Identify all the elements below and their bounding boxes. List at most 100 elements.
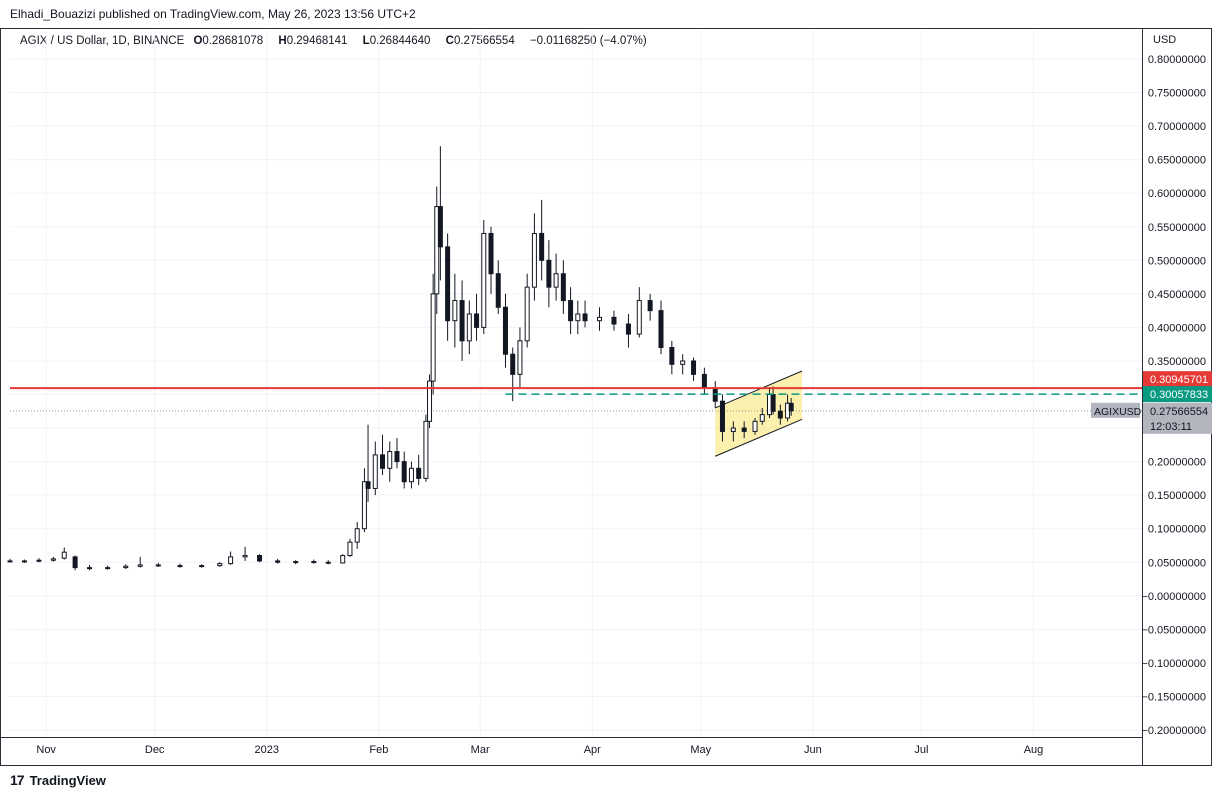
legend-close: C0.27566554 bbox=[445, 35, 515, 47]
candle-body bbox=[625, 323, 631, 335]
y-tick-label: 0.45000000 bbox=[1148, 289, 1206, 301]
currency-label[interactable]: USD bbox=[1153, 34, 1177, 46]
legend-symbol[interactable]: AGIX / US Dollar, 1D, BINANCE bbox=[20, 35, 185, 47]
candle-body bbox=[636, 300, 642, 335]
candle bbox=[502, 293, 508, 368]
candle-body bbox=[582, 313, 588, 322]
candle-body bbox=[361, 481, 367, 530]
candle bbox=[155, 562, 161, 567]
candle-body bbox=[401, 461, 407, 483]
x-tick-label: Jul bbox=[914, 744, 928, 756]
candle-body bbox=[137, 564, 143, 567]
candle bbox=[459, 280, 465, 361]
y-tick-label: 0.40000000 bbox=[1148, 322, 1206, 334]
candle-body bbox=[691, 360, 697, 375]
candle bbox=[50, 556, 56, 562]
channel-lower-line bbox=[715, 418, 803, 457]
candle bbox=[658, 300, 664, 355]
candle bbox=[777, 404, 783, 425]
candle bbox=[87, 564, 93, 571]
candle bbox=[340, 554, 346, 564]
candle-body bbox=[575, 313, 581, 322]
candle-body bbox=[647, 300, 653, 312]
candle bbox=[546, 240, 552, 308]
candle-body bbox=[340, 555, 346, 564]
x-tick-label: Feb bbox=[369, 744, 388, 756]
y-tick-label: −0.00000000 bbox=[1141, 591, 1206, 603]
last-price-bg bbox=[1143, 402, 1212, 434]
candle-body bbox=[495, 273, 501, 308]
candle-body bbox=[730, 427, 736, 432]
candle-body bbox=[105, 567, 111, 570]
candle bbox=[481, 220, 487, 335]
candle-body bbox=[275, 560, 281, 563]
candle-body bbox=[155, 564, 161, 567]
candle bbox=[354, 521, 360, 549]
tradingview-brand[interactable]: 17 TradingView bbox=[10, 772, 106, 788]
publisher-line: Elhadi_Bouazizi published on TradingView… bbox=[10, 7, 416, 21]
candle bbox=[401, 451, 407, 489]
symbol-tag-text: AGIXUSD bbox=[1094, 406, 1142, 418]
y-tick-label: −0.20000000 bbox=[1141, 725, 1206, 737]
candle-body bbox=[560, 273, 566, 302]
support-price-tag-text: 0.30057833 bbox=[1150, 389, 1208, 401]
candle bbox=[730, 421, 736, 442]
candle-body bbox=[517, 340, 523, 375]
candle-body bbox=[669, 347, 675, 365]
candle-body bbox=[387, 451, 393, 469]
candle bbox=[625, 313, 631, 348]
y-tick-label: −0.05000000 bbox=[1141, 624, 1206, 636]
y-tick-label: 0.35000000 bbox=[1148, 356, 1206, 368]
resistance-price-tag-bg bbox=[1143, 371, 1212, 388]
candle bbox=[105, 565, 111, 570]
candle bbox=[21, 559, 27, 563]
candle bbox=[365, 424, 371, 502]
candle bbox=[597, 307, 603, 331]
candle bbox=[539, 199, 545, 281]
channel-fill bbox=[715, 371, 803, 457]
candle-body bbox=[380, 454, 386, 469]
support-price-tag-bg bbox=[1143, 386, 1212, 403]
candle-body bbox=[466, 313, 472, 342]
candle-body bbox=[546, 259, 552, 288]
x-tick-label: 2023 bbox=[255, 744, 279, 756]
y-tick-label: 0.60000000 bbox=[1148, 188, 1206, 200]
last-price-tag: AGIXUSD 0.27566554 12:03:11 bbox=[1091, 402, 1212, 434]
y-tick-label: −0.15000000 bbox=[1141, 691, 1206, 703]
tradingview-logo-icon: 17 bbox=[10, 772, 25, 788]
candle-body bbox=[777, 410, 783, 419]
candle-body bbox=[502, 306, 508, 355]
last-price-value: 0.27566554 bbox=[1150, 406, 1208, 418]
candle bbox=[387, 441, 393, 482]
brand-text: TradingView bbox=[29, 772, 106, 788]
candle-body bbox=[423, 420, 429, 479]
candle bbox=[177, 563, 183, 568]
resistance-price-tag-text: 0.30945701 bbox=[1150, 374, 1208, 386]
candle-body bbox=[177, 565, 183, 568]
candle bbox=[257, 554, 263, 563]
countdown-text: 12:03:11 bbox=[1150, 421, 1192, 433]
y-tick-label: 0.75000000 bbox=[1148, 88, 1206, 100]
y-tick-label: 0.80000000 bbox=[1148, 54, 1206, 66]
candle bbox=[434, 186, 440, 314]
candle bbox=[647, 293, 653, 321]
candle-body bbox=[372, 454, 378, 489]
chart-frame bbox=[0, 28, 1212, 766]
candle-body bbox=[325, 561, 331, 564]
candle-body bbox=[72, 556, 78, 569]
candle bbox=[474, 293, 480, 341]
candle-body bbox=[257, 555, 263, 562]
candle-body bbox=[347, 541, 353, 557]
candle-body bbox=[680, 360, 686, 365]
candle-body bbox=[87, 567, 93, 570]
candles bbox=[7, 146, 794, 571]
y-tick-label: 0.70000000 bbox=[1148, 121, 1206, 133]
candle bbox=[669, 340, 675, 375]
x-tick-label: Dec bbox=[145, 744, 165, 756]
candle-body bbox=[7, 560, 13, 563]
candle-body bbox=[408, 467, 414, 483]
candle bbox=[123, 564, 129, 569]
channel-upper-line bbox=[715, 370, 803, 409]
symbol-legend: AGIX / US Dollar, 1D, BINANCE O0.2868107… bbox=[20, 35, 653, 47]
